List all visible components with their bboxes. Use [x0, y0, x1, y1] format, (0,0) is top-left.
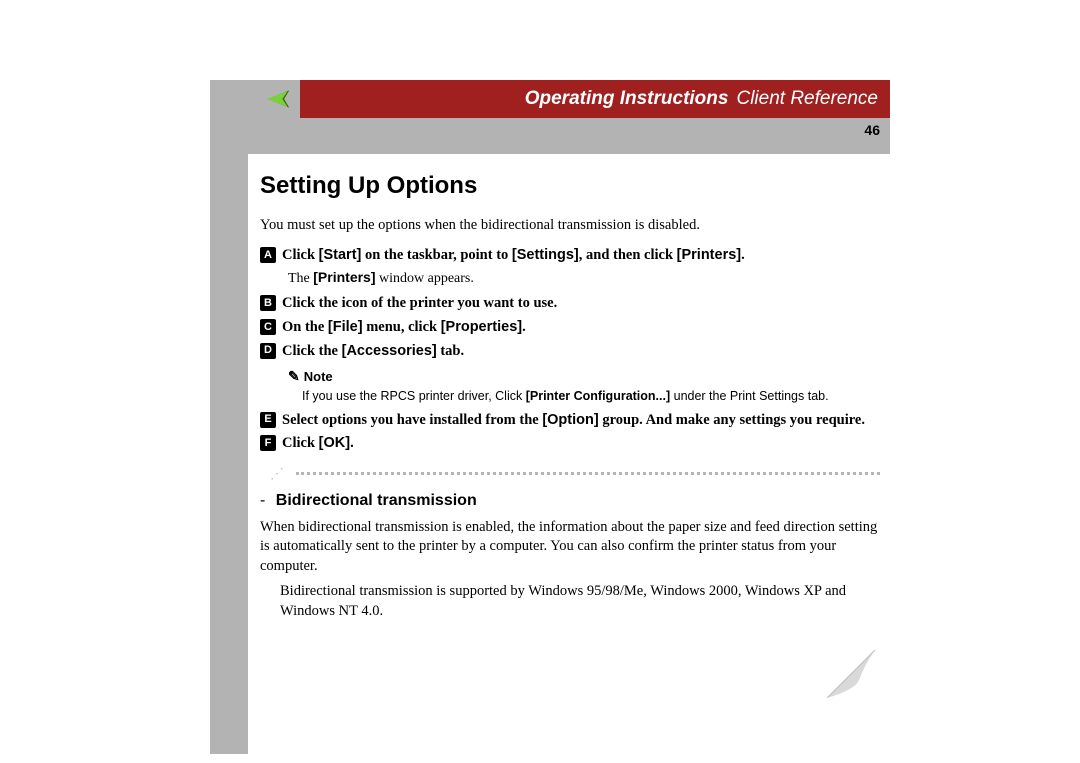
- step-text: Click [OK].: [282, 434, 880, 454]
- step-subtext: The [Printers] window appears.: [288, 268, 880, 289]
- content-area: Setting Up Options You must set up the o…: [260, 170, 880, 627]
- note-block: ✎Note If you use the RPCS printer driver,…: [288, 367, 880, 405]
- subsection-dash: -: [260, 492, 265, 509]
- note-label: Note: [304, 368, 333, 386]
- header-bar: Operating Instructions Client Reference …: [210, 80, 890, 154]
- dotted-separator: ⋰: [260, 468, 880, 478]
- subsection-title: - Bidirectional transmission: [260, 490, 880, 512]
- step-2: B Click the icon of the printer you want …: [260, 294, 880, 314]
- subsection-title-text: Bidirectional transmission: [276, 492, 477, 509]
- step-badge: D: [260, 343, 276, 359]
- step-6: F Click [OK].: [260, 434, 880, 454]
- subsection: - Bidirectional transmission When bidire…: [260, 490, 880, 621]
- step-text: Select options you have installed from t…: [282, 411, 880, 431]
- step-1: A Click [Start] on the taskbar, point to …: [260, 246, 880, 266]
- header-red-strip: Operating Instructions Client Reference: [300, 80, 890, 118]
- step-badge: A: [260, 247, 276, 263]
- step-text: On the [File] menu, click [Properties].: [282, 318, 880, 338]
- left-gray-column: [210, 154, 248, 754]
- note-body: If you use the RPCS printer driver, Clic…: [302, 388, 880, 405]
- header-title-bold: Operating Instructions: [525, 88, 729, 110]
- section-title: Setting Up Options: [260, 170, 880, 202]
- step-5: E Select options you have installed from …: [260, 411, 880, 431]
- header-title-light: Client Reference: [736, 88, 878, 110]
- step-text: Click [Start] on the taskbar, point to […: [282, 246, 880, 266]
- page-curl-icon: [827, 650, 875, 698]
- document-page: Operating Instructions Client Reference …: [210, 80, 890, 154]
- step-4: D Click the [Accessories] tab.: [260, 342, 880, 362]
- step-3: C On the [File] menu, click [Properties].: [260, 318, 880, 338]
- subsection-para-2: Bidirectional transmission is supported …: [280, 582, 880, 621]
- page-number: 46: [864, 122, 880, 138]
- step-badge: E: [260, 412, 276, 428]
- step-badge: B: [260, 295, 276, 311]
- pencil-icon: ✎: [288, 367, 300, 386]
- step-badge: C: [260, 319, 276, 335]
- note-header: ✎Note: [288, 367, 880, 386]
- back-arrow-icon[interactable]: [265, 88, 291, 110]
- steps-list: A Click [Start] on the taskbar, point to …: [260, 246, 880, 454]
- step-badge: F: [260, 435, 276, 451]
- intro-text: You must set up the options when the bid…: [260, 216, 880, 236]
- step-text: Click the [Accessories] tab.: [282, 342, 880, 362]
- subsection-para-1: When bidirectional transmission is enabl…: [260, 518, 880, 577]
- step-text: Click the icon of the printer you want t…: [282, 294, 880, 314]
